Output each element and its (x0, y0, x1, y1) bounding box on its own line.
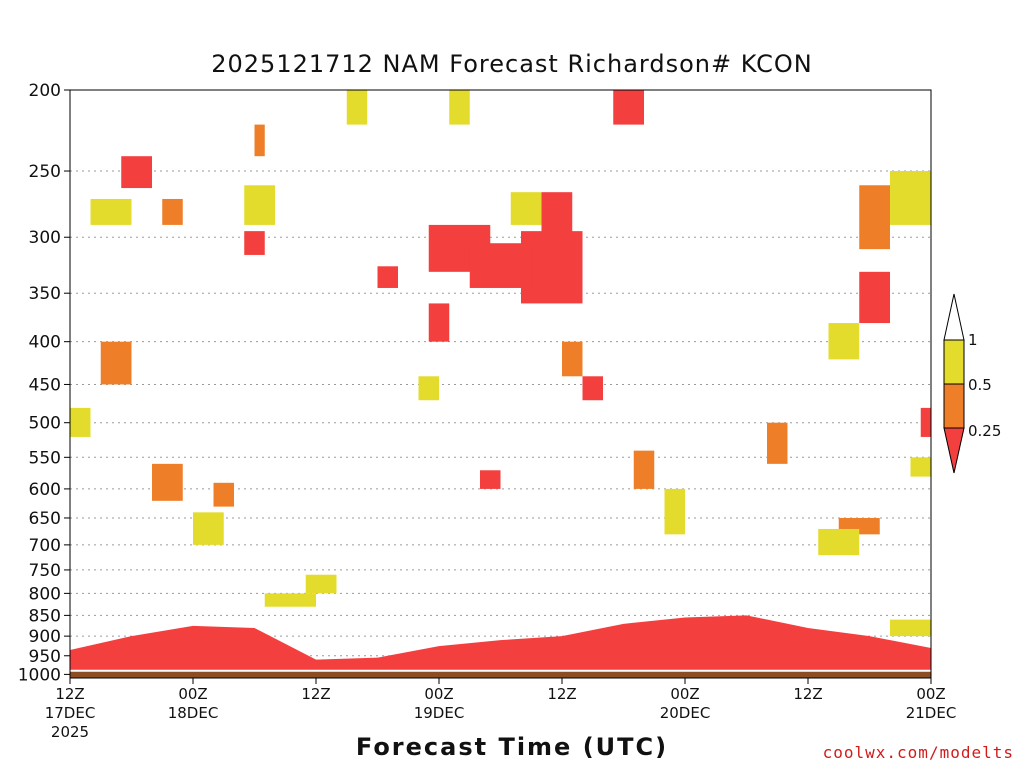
y-tick-label-400: 400 (29, 333, 61, 353)
credit-link[interactable]: coolwx.com/modelts (822, 743, 1014, 762)
y-tick-label-750: 750 (29, 561, 61, 581)
x-tick-label-6-0: 12Z (793, 685, 822, 703)
cell-low-11 (859, 271, 890, 324)
x-tick-label-5-0: 00Z (670, 685, 699, 703)
cell-low-5 (121, 156, 152, 189)
cell-mid-13 (254, 124, 265, 157)
x-tick-label-3-0: 00Z (424, 685, 453, 703)
plot-area (69, 89, 932, 679)
y-tick-label-1000: 1000 (18, 665, 61, 685)
cell-low-8 (377, 266, 398, 288)
cell-mid-17 (633, 450, 655, 489)
x-tick-label-2-0: 12Z (301, 685, 330, 703)
cell-high-26 (449, 90, 470, 125)
x-tick-label-1-0: 00Z (178, 685, 207, 703)
y-tick-label-650: 650 (29, 509, 61, 529)
cell-mid-19 (767, 422, 788, 464)
x-tick-label-3-1: 19DEC (414, 704, 465, 722)
legend-swatch-mid (943, 383, 965, 429)
y-tick-label-800: 800 (29, 584, 61, 604)
cell-mid-14 (162, 198, 183, 225)
cell-high-33 (818, 528, 860, 556)
cell-low-4 (613, 90, 644, 125)
chart-title: 2025121712 NAM Forecast Richardson# KCON (211, 50, 813, 78)
y-tick-label-850: 850 (29, 606, 61, 626)
cell-high-23 (90, 198, 132, 225)
cell-low-9 (582, 376, 603, 401)
cell-low-12 (920, 407, 931, 437)
cell-mid-16 (859, 185, 890, 250)
legend-swatch-low (943, 427, 965, 474)
y-axis: 200 250 300 350 400 450 500 550 600 650 700 750 8008… (18, 81, 70, 685)
cell-high-32 (664, 488, 685, 535)
y-tick-label-350: 350 (29, 284, 61, 304)
surface-unstable-layer (70, 615, 931, 671)
ground-strip (70, 670, 931, 678)
cell-high-35 (418, 376, 439, 401)
cell-low-6 (244, 231, 265, 255)
cell-mid-21 (562, 341, 583, 377)
y-tick-label-450: 450 (29, 375, 61, 395)
cell-high-36 (70, 407, 91, 437)
y-tick-label-500: 500 (29, 414, 61, 434)
y-tick-label-550: 550 (29, 448, 61, 468)
cell-low-3 (541, 192, 573, 238)
y-tick-label-300: 300 (29, 228, 61, 248)
legend-swatch-top (943, 293, 965, 341)
x-tick-label-0-2: 2025 (51, 723, 89, 741)
legend-label-2: 0.25 (968, 422, 1001, 440)
legend-label-0: 1 (968, 331, 978, 349)
x-tick-label-7-1: 21DEC (906, 704, 957, 722)
cell-mid-15 (152, 463, 183, 501)
cell-low-2 (469, 243, 532, 288)
y-tick-label-600: 600 (29, 480, 61, 500)
cell-high-34 (890, 619, 931, 637)
x-tick-label-0-0: 12Z (55, 685, 84, 703)
legend-label-1: 0.5 (968, 376, 992, 394)
y-tick-label-950: 950 (29, 647, 61, 667)
surface-layer (70, 615, 931, 678)
x-tick-label-5-1: 20DEC (660, 704, 711, 722)
y-tick-label-250: 250 (29, 162, 61, 182)
cell-high-29 (193, 512, 224, 545)
legend-swatch-high (943, 339, 965, 385)
cell-low-10 (480, 470, 501, 489)
cell-high-24 (244, 185, 275, 225)
cell-high-37 (828, 323, 860, 360)
y-tick-label-900: 900 (29, 627, 61, 647)
cell-mid-18 (213, 482, 234, 507)
cell-high-25 (346, 90, 368, 125)
cell-low-7 (428, 303, 450, 342)
data-cells (70, 90, 931, 637)
y-tick-label-200: 200 (29, 81, 61, 101)
cell-mid-22 (100, 341, 132, 385)
cell-high-30 (264, 593, 316, 607)
x-tick-label-4-0: 12Z (547, 685, 576, 703)
y-tick-label-700: 700 (29, 536, 61, 556)
x-axis-label: Forecast Time (UTC) (355, 733, 669, 761)
plot-background (70, 90, 931, 678)
legend: 1 0.5 0.25 (943, 293, 1001, 474)
cell-high-38 (910, 457, 931, 477)
x-tick-label-7-0: 00Z (916, 685, 945, 703)
cell-high-28 (890, 171, 931, 225)
cell-high-27 (510, 192, 542, 225)
cell-high-31 (305, 574, 337, 594)
x-tick-label-0-1: 17DEC (45, 704, 96, 722)
x-tick-label-1-1: 18DEC (168, 704, 219, 722)
